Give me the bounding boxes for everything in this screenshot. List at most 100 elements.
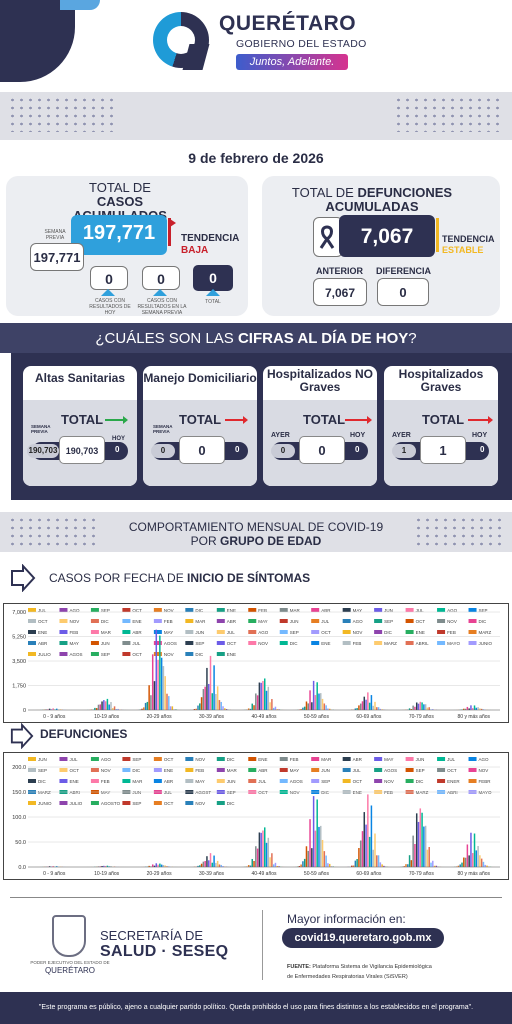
casos-main-box <box>71 215 167 255</box>
x-category-label: 40-49 años <box>251 714 277 720</box>
legend-label: JUN <box>416 757 425 762</box>
data-bar <box>466 706 469 710</box>
data-bar <box>108 866 110 867</box>
legend-label: SEP <box>479 608 488 613</box>
data-bar <box>459 864 461 867</box>
data-bar <box>372 705 374 710</box>
defunciones-chart: JUN JUL AGO SEP OCT NOV DIC ENE FEB MAR ABR MAY JUN J… <box>3 752 509 880</box>
data-bar <box>408 708 411 710</box>
legend-label: ABR <box>227 619 237 624</box>
defunciones-anterior-label: ANTERIOR <box>316 266 363 276</box>
data-bar <box>216 860 219 867</box>
legend-swatch <box>185 608 194 612</box>
legend-swatch <box>342 630 351 634</box>
legend-label: ENE <box>321 641 330 646</box>
data-bar <box>365 824 367 867</box>
legend-label: FEB <box>101 779 110 784</box>
legend-label: FEB <box>290 757 299 762</box>
defunciones-tendencia-label: TENDENCIA <box>442 234 495 244</box>
legend-swatch <box>153 757 162 761</box>
data-bar <box>423 704 425 710</box>
legend-swatch <box>90 608 99 612</box>
hosp-graves-hoy-label: HOY <box>472 432 488 439</box>
data-bar <box>104 865 107 867</box>
data-bar <box>101 701 103 710</box>
legend-swatch <box>468 608 477 612</box>
data-bar <box>110 702 112 710</box>
legend-label: AGOS <box>164 641 177 646</box>
x-category-label: 20-29 años <box>147 714 173 720</box>
legend-label: ABR <box>258 768 268 773</box>
legend-swatch <box>59 652 68 656</box>
legend-label: SEP <box>416 768 425 773</box>
data-bar <box>480 858 483 867</box>
legend-label: ENE <box>227 608 236 613</box>
header-accent-shape <box>60 0 100 10</box>
legend-swatch <box>374 757 383 761</box>
data-bar <box>303 858 306 867</box>
legend-label: ABR <box>164 779 174 784</box>
secretaria-label: SECRETARÍA DE <box>100 928 204 943</box>
data-bar <box>251 703 253 710</box>
legend-label: DIC <box>384 630 393 635</box>
data-bar <box>169 706 172 710</box>
legend-swatch <box>59 768 68 772</box>
legend-label: ENE <box>132 619 141 624</box>
casos-semana-previa-value: 197,771 <box>30 243 84 271</box>
data-bar <box>211 862 214 867</box>
data-bar <box>200 863 203 867</box>
data-bar <box>249 865 252 867</box>
data-bar <box>316 799 318 867</box>
website-link[interactable]: covid19.queretaro.gob.mx <box>282 928 444 948</box>
legend-label: ABR <box>132 630 142 635</box>
data-bar <box>419 701 422 710</box>
legend-swatch <box>374 619 383 623</box>
legend-label: JUN <box>290 619 299 624</box>
data-bar <box>320 825 322 867</box>
data-bar <box>103 865 105 867</box>
hosp-no-graves-total-label: TOTAL <box>303 412 346 427</box>
data-bar <box>117 708 119 710</box>
data-bar <box>164 676 166 710</box>
legend-label: JUNIO <box>38 801 52 806</box>
data-bar <box>218 700 221 710</box>
data-bar <box>419 808 422 867</box>
legend-swatch <box>28 641 36 645</box>
data-bar <box>148 865 150 867</box>
data-bar <box>97 704 100 710</box>
data-bar <box>300 864 302 867</box>
legend-label: MAY <box>195 779 204 784</box>
data-bar <box>480 708 483 710</box>
defunciones-main-value: 7,067 <box>360 225 414 248</box>
legend-label: OCT <box>447 768 457 773</box>
legend-label: NOV <box>353 630 363 635</box>
legend-swatch <box>122 608 131 612</box>
data-bar <box>302 707 304 710</box>
legend-label: DIC <box>227 757 236 762</box>
defunciones-title-bold: DEFUNCIONES <box>357 185 453 200</box>
data-bar <box>256 848 259 867</box>
legend-swatch <box>468 779 477 783</box>
legend-swatch <box>90 768 99 772</box>
legend-label: OCT <box>353 779 363 784</box>
altas-hoy-label: HOY <box>112 436 126 442</box>
salud-seseq-label: SALUD · SESEQ <box>100 943 229 960</box>
data-bar <box>216 686 219 710</box>
legend-label: OCT <box>164 801 174 806</box>
data-bar <box>143 707 145 710</box>
data-bar <box>148 685 150 710</box>
legend-label: MAY <box>258 619 267 624</box>
data-bar <box>435 865 438 867</box>
data-bar <box>321 698 324 710</box>
legend-swatch <box>153 619 162 623</box>
legend-label: JUL <box>416 608 424 613</box>
data-bar <box>160 657 163 710</box>
legend-label: DIC <box>479 619 488 624</box>
legend-label: OCT <box>38 619 48 624</box>
legend-swatch <box>374 608 383 612</box>
data-bar <box>94 707 96 710</box>
mayor-info-label: Mayor información en: <box>287 912 406 926</box>
data-bar <box>260 832 262 867</box>
data-bar <box>426 707 429 710</box>
legend-swatch <box>216 619 225 623</box>
